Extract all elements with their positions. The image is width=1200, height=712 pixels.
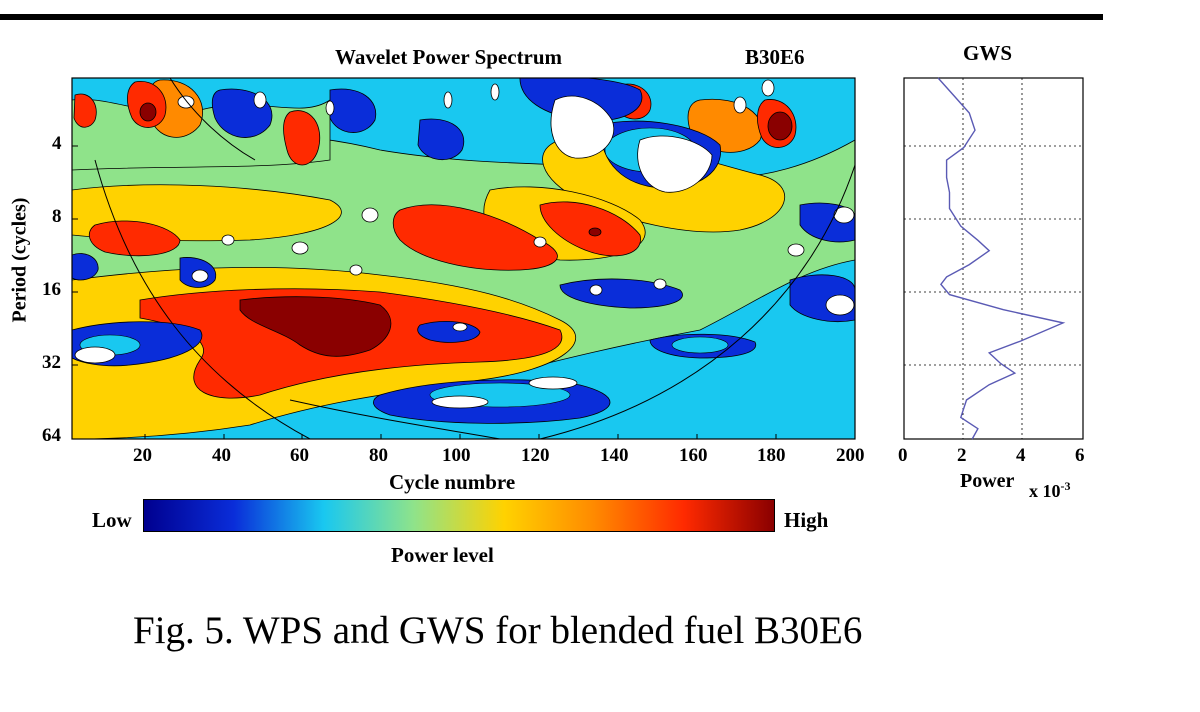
y-tick-4: 4 [52, 133, 62, 154]
wps-title: Wavelet Power Spectrum [335, 45, 563, 69]
coi-line-top-left [169, 78, 256, 161]
wps-heatmap [72, 78, 855, 439]
x-tick-40: 40 [212, 445, 231, 466]
gws-x-tick-2: 2 [957, 445, 967, 466]
wps-axis-ticks [72, 145, 777, 439]
colorbar-low-label: Low [92, 508, 132, 532]
gws-title: GWS [963, 41, 1013, 65]
gws-x-tick-0: 0 [898, 445, 908, 466]
colorbar [143, 499, 775, 532]
gws-frame [903, 77, 1084, 440]
cone-of-influence-left [94, 159, 311, 439]
x-tick-160: 160 [679, 445, 708, 466]
x-tick-200: 200 [836, 445, 865, 466]
gws-x-tick-4: 4 [1016, 445, 1026, 466]
gws-multiplier: x 10-3 [1029, 479, 1071, 502]
region-white [74, 79, 855, 409]
y-tick-16: 16 [42, 279, 61, 300]
x-tick-20: 20 [133, 445, 152, 466]
x-axis-label: Cycle numbre [389, 470, 516, 494]
x-tick-80: 80 [369, 445, 388, 466]
colorbar-high-label: High [784, 508, 829, 532]
colorbar-title: Power level [391, 543, 494, 567]
figure-caption: Fig. 5. WPS and GWS for blended fuel B30… [133, 609, 863, 652]
cone-of-influence-right [539, 164, 855, 439]
gws-multiplier-exponent: -3 [1060, 479, 1071, 493]
gws-grid [904, 78, 1083, 439]
gws-multiplier-base: x 10 [1029, 481, 1061, 501]
x-tick-140: 140 [600, 445, 629, 466]
x-tick-180: 180 [757, 445, 786, 466]
x-tick-120: 120 [521, 445, 550, 466]
x-tick-60: 60 [290, 445, 309, 466]
x-tick-100: 100 [442, 445, 471, 466]
coi-line-bottom [289, 399, 501, 439]
sample-label: B30E6 [745, 45, 805, 69]
gws-series [937, 77, 1066, 440]
cone-of-influence [94, 78, 855, 439]
gws-line [937, 77, 1066, 440]
gws-x-axis-label: Power [960, 470, 1015, 492]
gws-x-tick-6: 6 [1075, 445, 1085, 466]
y-tick-8: 8 [52, 206, 62, 227]
y-tick-32: 32 [42, 352, 61, 373]
top-rule [0, 14, 1103, 20]
y-tick-64: 64 [42, 425, 61, 446]
region-dark-red [139, 102, 793, 357]
wps-frame [71, 77, 856, 440]
